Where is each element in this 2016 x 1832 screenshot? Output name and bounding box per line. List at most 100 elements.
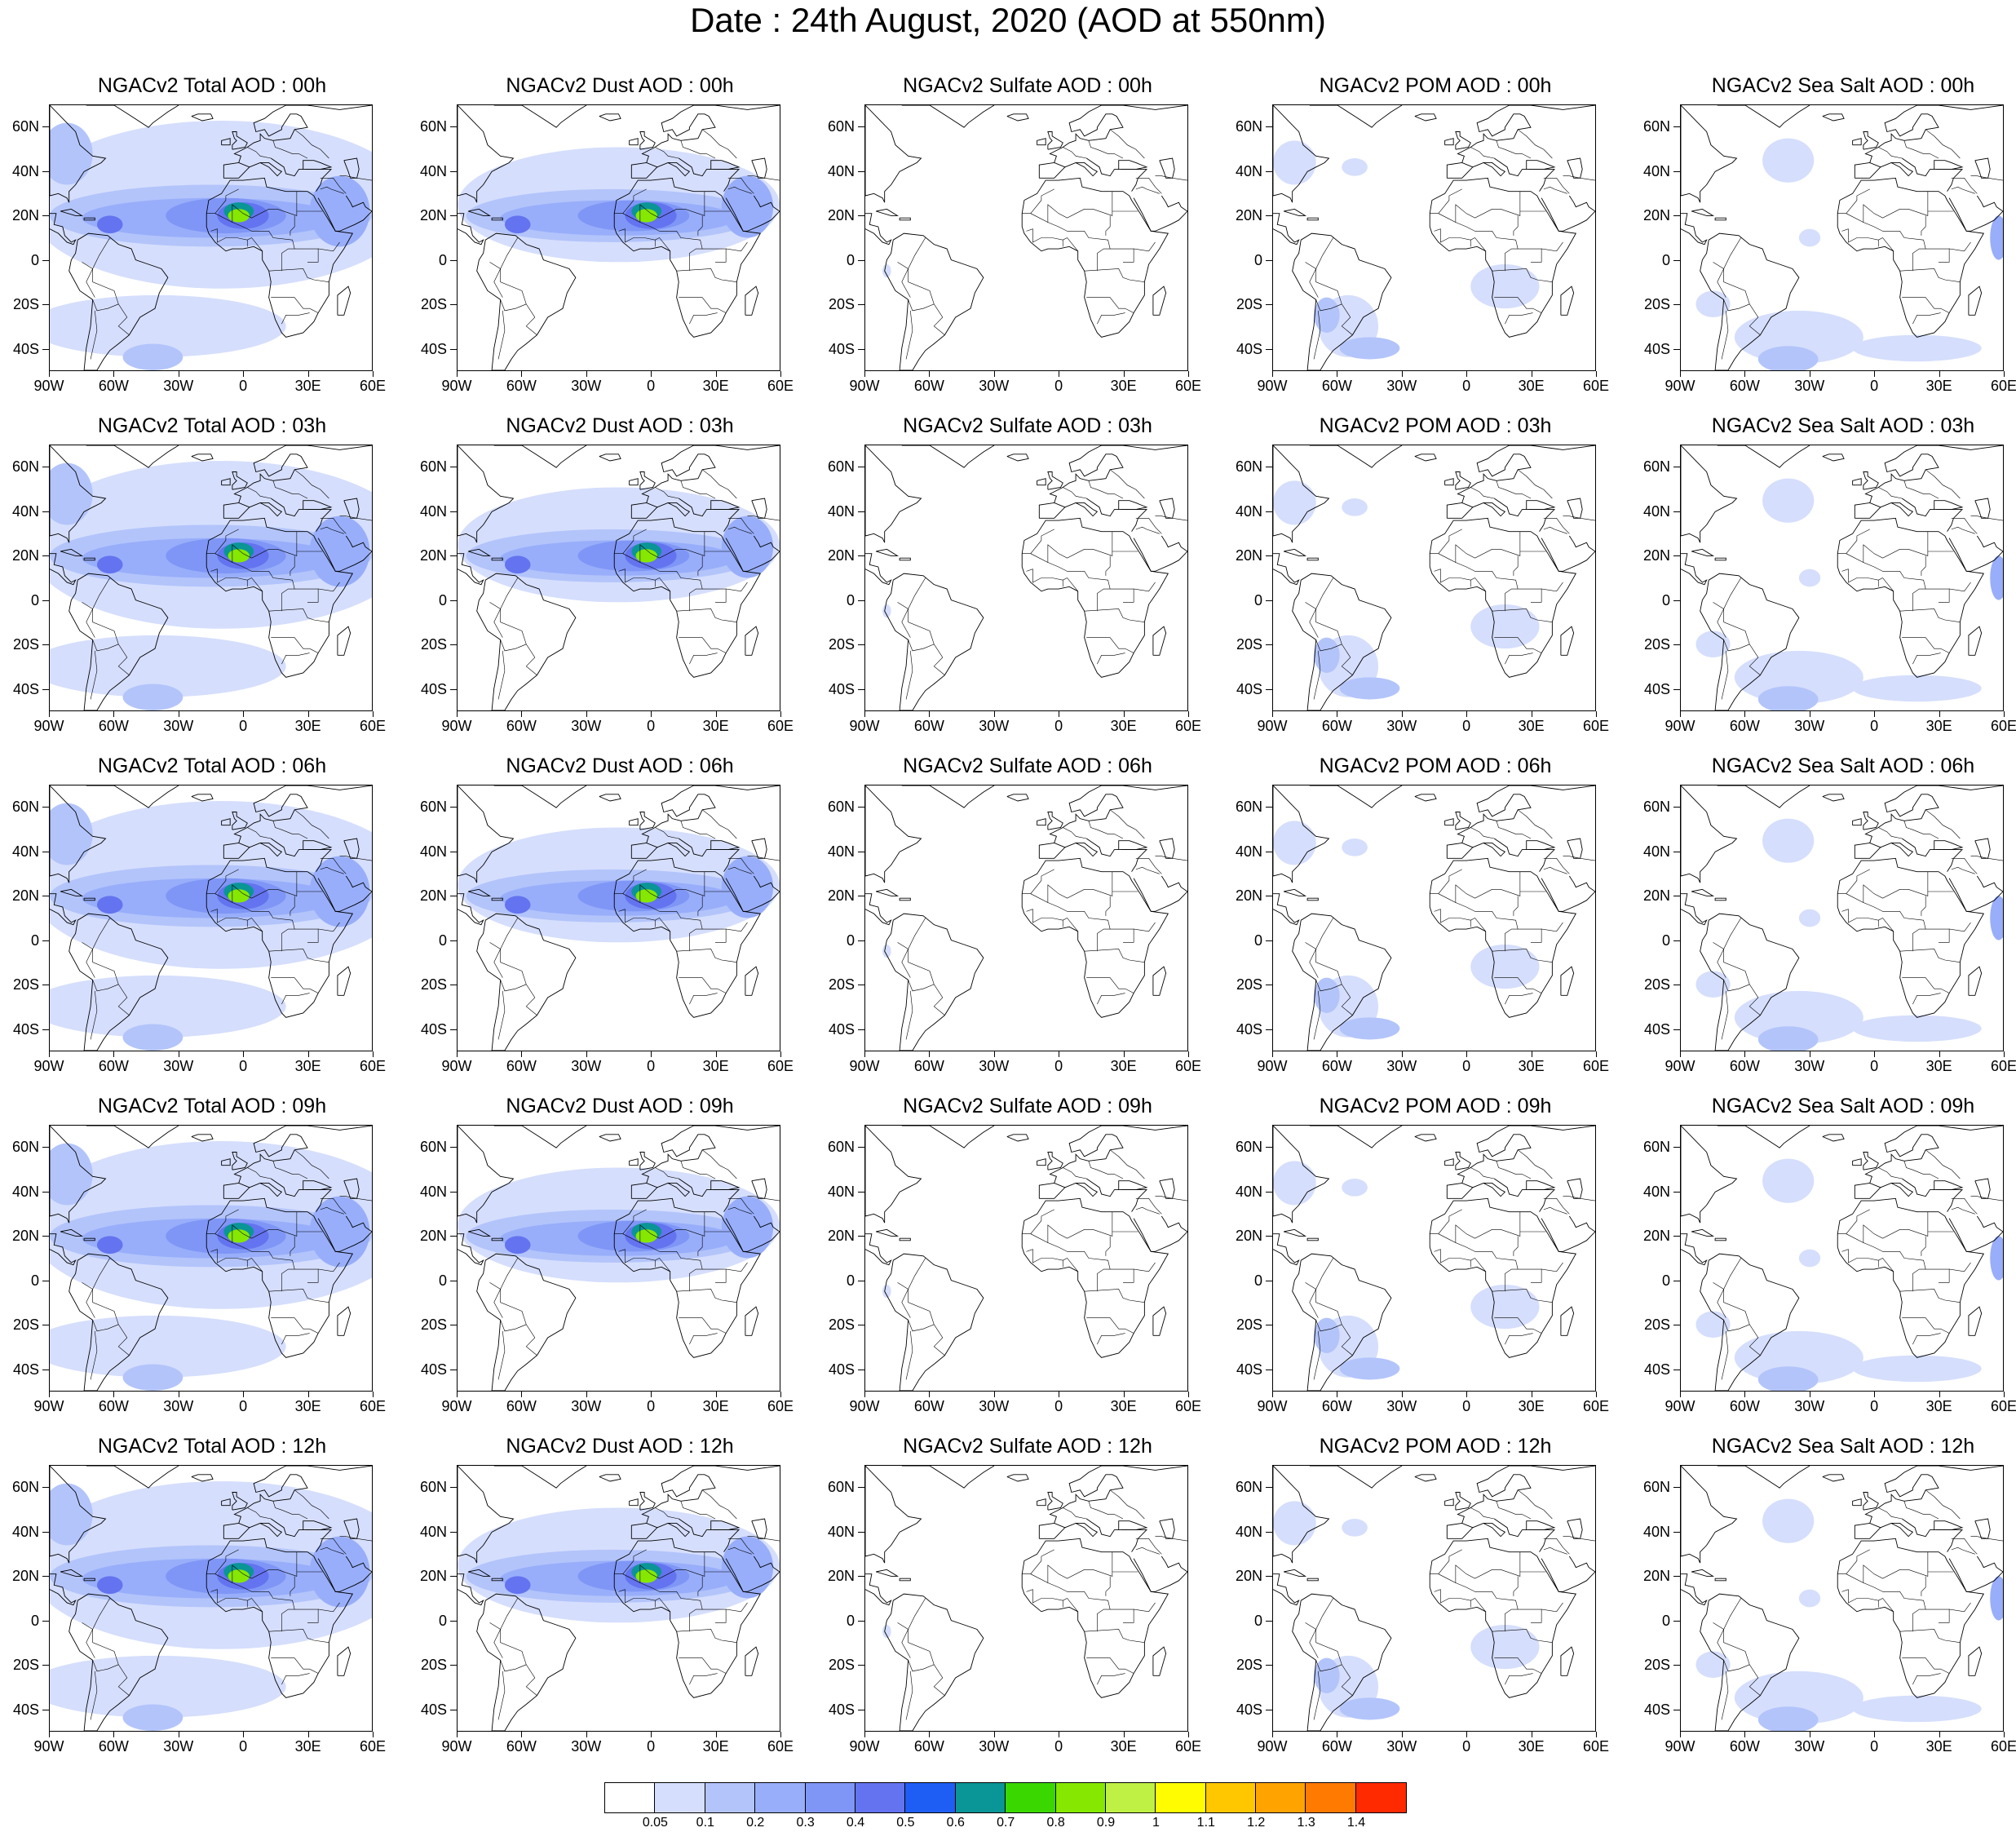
country-border — [1902, 1657, 1950, 1674]
country-border — [82, 1622, 95, 1658]
coastline-blackSea — [1526, 1180, 1556, 1190]
country-border — [1878, 1507, 1903, 1520]
country-border — [281, 1268, 295, 1292]
lat-tick-label: 0 — [1661, 1272, 1670, 1289]
lat-tick-label: 60N — [1235, 799, 1262, 816]
lon-tick-label: 90W — [1257, 1738, 1288, 1755]
lon-tick-label: 60W — [506, 718, 537, 734]
lat-tick-label: 20S — [1236, 1657, 1262, 1674]
coastline-britain — [232, 1492, 248, 1511]
colorbar-swatch-12 — [1205, 1783, 1257, 1812]
lat-tick — [42, 940, 49, 941]
country-border — [1921, 896, 1926, 916]
country-border — [1723, 1258, 1761, 1356]
lat-tick-label: 60N — [11, 118, 39, 135]
coastline-blackSea — [1934, 840, 1964, 850]
country-border — [1097, 588, 1111, 612]
lon-tick-label: 90W — [33, 1398, 64, 1414]
country-border — [272, 1161, 308, 1179]
country-border — [1903, 821, 1939, 839]
country-border — [1899, 949, 1961, 962]
lon-tick — [113, 711, 115, 717]
lat-tick-label: 60N — [1642, 1139, 1670, 1156]
country-border — [697, 896, 703, 916]
coastline-madagascar — [337, 966, 351, 996]
country-border — [1022, 1209, 1054, 1234]
lon-tick-label: 30E — [1110, 718, 1137, 734]
country-border — [1837, 529, 1870, 554]
map-panel-seasalt-3: NGACv2 Sea Salt AOD : 09h 60N 40N 20N 0 20S 40… — [1631, 1094, 2016, 1428]
coastline-blackSea — [303, 1520, 333, 1530]
lat-tick — [858, 1147, 864, 1148]
map-canvas — [1681, 1466, 2003, 1731]
coastline-iberia — [1446, 162, 1474, 179]
aod-map — [49, 785, 373, 1051]
coastline-britain — [1455, 471, 1471, 490]
coastline-madagascar — [1152, 626, 1167, 656]
lon-tick-label: 90W — [441, 718, 472, 734]
coastline-blackSea — [710, 1520, 741, 1530]
coastline-central — [1681, 893, 1708, 926]
lat-tick-label: 40N — [1235, 1183, 1262, 1200]
coastline-caspian — [1159, 498, 1175, 519]
panel-title: NGACv2 Total AOD : 12h — [97, 1435, 327, 1458]
country-border — [1837, 1549, 1870, 1574]
coastline-iceland — [1414, 1134, 1437, 1142]
lat-tick-label: 20N — [827, 887, 855, 905]
lat-tick-label: 60N — [1235, 1479, 1262, 1496]
aod-shading — [1852, 1695, 1982, 1723]
coastline-hispaniola — [899, 897, 911, 901]
map-panel-pom-2: NGACv2 POM AOD : 06h 60N 40N 20N 0 20S 40S 90W 6… — [1223, 754, 1631, 1088]
map-canvas — [50, 105, 372, 370]
country-border — [1097, 1609, 1111, 1632]
country-border — [1470, 1167, 1495, 1179]
country-border — [639, 222, 727, 250]
coastline-iberia — [223, 1523, 250, 1539]
coastline-greenland — [901, 1466, 995, 1489]
coastline-southAmerica — [1292, 232, 1392, 370]
aod-shading — [1342, 498, 1368, 516]
coastline-africa — [1837, 1197, 1985, 1358]
aod-shading — [50, 462, 93, 525]
aod-shading — [1470, 1625, 1540, 1670]
lon-tick — [1401, 1392, 1403, 1397]
country-border — [1723, 1598, 1761, 1696]
country-border — [497, 650, 506, 700]
lon-tick-label: 60E — [1990, 1398, 2016, 1414]
lon-tick-label: 0 — [647, 1398, 656, 1414]
lon-tick-label: 60E — [1174, 1058, 1202, 1074]
aod-shading — [1339, 1697, 1400, 1720]
colorbar-swatch-1 — [655, 1783, 705, 1812]
lon-tick-label: 0 — [1462, 1738, 1471, 1755]
lon-tick — [1939, 1732, 1940, 1737]
country-border — [320, 1538, 347, 1555]
panel-title: NGACv2 Dust AOD : 06h — [506, 754, 734, 777]
country-border — [1086, 977, 1134, 993]
coastline-iceland — [1006, 1474, 1029, 1482]
country-border — [614, 529, 647, 554]
panel-title: NGACv2 Dust AOD : 09h — [506, 1095, 734, 1117]
country-border — [689, 993, 718, 1005]
lon-tick — [1680, 1051, 1681, 1057]
country-border — [1912, 1333, 1941, 1345]
country-border — [307, 1602, 340, 1623]
lon-tick-label: 0 — [1462, 718, 1471, 734]
country-border — [247, 147, 272, 159]
lat-tick — [858, 940, 864, 941]
country-border — [1430, 1209, 1462, 1234]
coastline-caspian — [1567, 157, 1583, 179]
aod-shading — [228, 1569, 250, 1583]
coastline-iberia — [630, 843, 658, 859]
lat-tick-label: 20N — [11, 887, 39, 905]
aod-shading — [1762, 818, 1815, 863]
country-border — [1022, 1549, 1054, 1574]
country-border — [268, 1289, 329, 1303]
lon-tick-label: 0 — [1870, 378, 1879, 394]
country-border — [1723, 237, 1761, 335]
aod-shading — [96, 896, 123, 914]
aod-shading — [1762, 478, 1815, 523]
lon-tick-label: 90W — [849, 378, 880, 394]
lat-tick-label: 0 — [30, 251, 39, 268]
coastline-mediterranean — [249, 1183, 283, 1197]
country-border — [639, 1582, 727, 1610]
